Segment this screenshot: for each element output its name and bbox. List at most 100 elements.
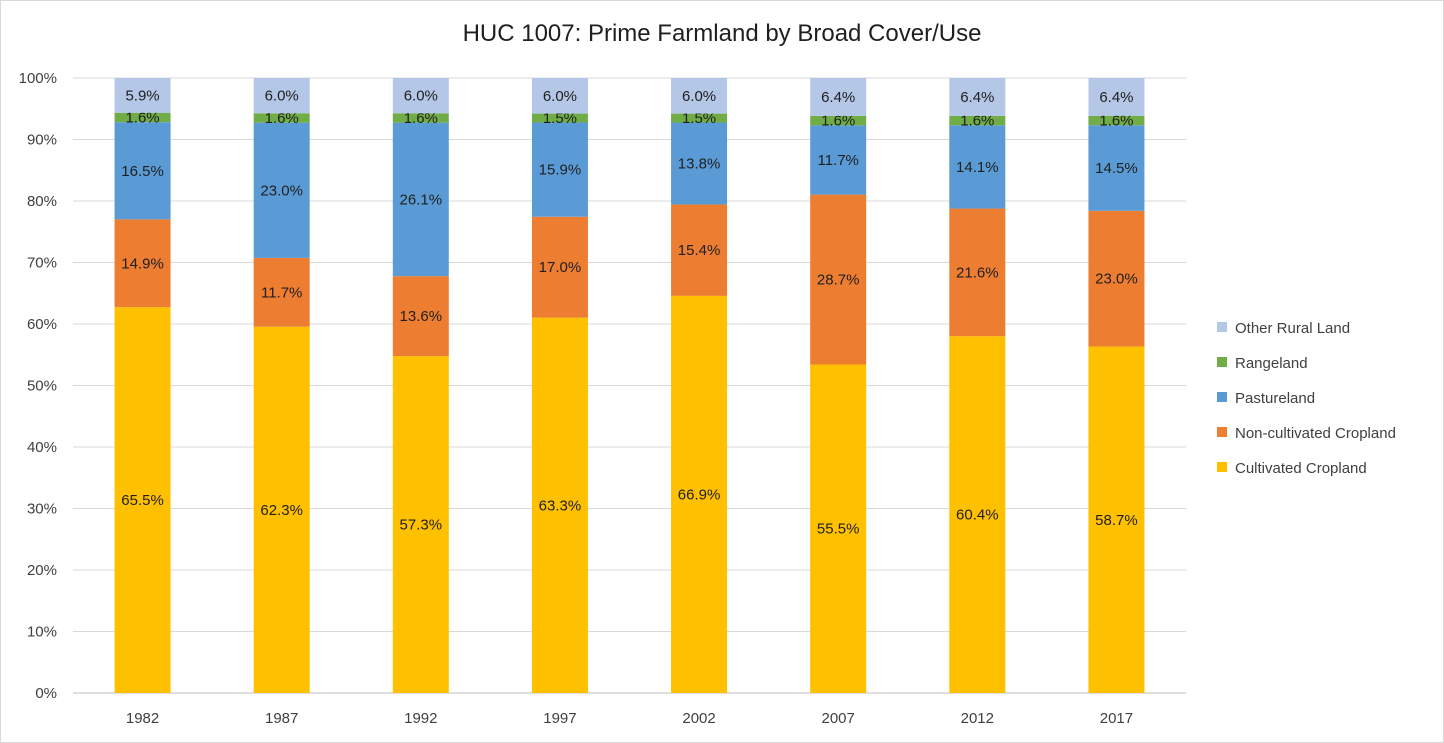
data-label: 5.9% (125, 87, 159, 104)
data-label: 6.0% (265, 88, 299, 105)
bar-segment (114, 112, 171, 123)
bar-segment (949, 78, 1006, 116)
data-label: 1.6% (125, 109, 159, 126)
bar-segment (392, 356, 449, 693)
bar-segment (1088, 346, 1145, 693)
bar-segment (531, 113, 588, 123)
legend-swatch (1217, 392, 1227, 402)
y-tick-label: 40% (27, 439, 57, 456)
data-label: 1.5% (543, 110, 577, 127)
bar-segment (671, 295, 728, 693)
bar-segment (253, 257, 310, 327)
x-tick-label: 1992 (404, 710, 437, 727)
bar-segment (949, 208, 1006, 337)
bar-segment (810, 364, 867, 693)
data-label: 1.6% (265, 110, 299, 127)
bar-segment (253, 326, 310, 693)
data-label: 14.9% (121, 255, 164, 272)
data-label: 23.0% (260, 182, 303, 199)
data-label: 11.7% (817, 152, 858, 169)
x-tick-label: 2002 (682, 710, 715, 727)
data-label: 13.8% (678, 155, 721, 172)
data-label: 66.9% (678, 486, 721, 503)
bar-segment (1088, 210, 1145, 347)
bar-segment (114, 122, 171, 220)
data-label: 1.6% (960, 113, 994, 130)
bar-segment (671, 78, 728, 114)
legend-swatch (1217, 462, 1227, 472)
data-label: 60.4% (956, 507, 999, 524)
bar-segment (253, 113, 310, 123)
data-label: 14.1% (956, 159, 999, 176)
y-tick-label: 100% (19, 70, 57, 87)
bar-segment (392, 78, 449, 114)
data-label: 6.0% (404, 88, 438, 105)
legend-label: Cultivated Cropland (1235, 460, 1367, 477)
bar-segment (392, 276, 449, 357)
data-label: 13.6% (400, 308, 443, 325)
data-label: 55.5% (817, 521, 860, 538)
y-tick-label: 60% (27, 316, 57, 333)
bar-segment (949, 115, 1006, 126)
bar-segment (531, 216, 588, 318)
x-tick-label: 2012 (961, 710, 994, 727)
y-tick-label: 20% (27, 562, 57, 579)
x-tick-label: 2017 (1100, 710, 1133, 727)
data-label: 65.5% (121, 492, 164, 509)
legend-label: Pastureland (1235, 390, 1315, 407)
data-label: 14.5% (1095, 160, 1138, 177)
bar-segment (671, 204, 728, 296)
bar-segment (810, 78, 867, 116)
data-label: 11.7% (261, 284, 302, 301)
data-label: 6.4% (821, 89, 855, 106)
bar-segment (392, 122, 449, 277)
legend-swatch (1217, 322, 1227, 332)
data-label: 28.7% (817, 272, 860, 289)
data-label: 16.5% (121, 163, 164, 180)
y-tick-label: 80% (27, 193, 57, 210)
bar-segment (949, 125, 1006, 209)
bar-segment (114, 307, 171, 693)
data-label: 26.1% (400, 191, 443, 208)
bar-segment (392, 113, 449, 123)
legend-label: Non-cultivated Cropland (1235, 425, 1396, 442)
data-label: 1.6% (821, 113, 855, 130)
data-label: 6.0% (543, 88, 577, 105)
data-label: 6.4% (1099, 89, 1133, 106)
bar-segment (671, 122, 728, 205)
y-tick-label: 90% (27, 132, 57, 149)
data-label: 1.5% (682, 110, 716, 127)
data-label: 57.3% (400, 517, 443, 534)
bar-segment (1088, 78, 1145, 116)
bar-segment (671, 113, 728, 123)
bar-segment (114, 219, 171, 308)
legend-label: Rangeland (1235, 355, 1308, 372)
x-tick-label: 1987 (265, 710, 298, 727)
x-tick-label: 2007 (822, 710, 855, 727)
data-label: 6.4% (960, 89, 994, 106)
x-tick-label: 1997 (543, 710, 576, 727)
data-label: 21.6% (956, 264, 999, 281)
data-label: 62.3% (260, 502, 303, 519)
data-label: 63.3% (539, 497, 582, 514)
chart-title: HUC 1007: Prime Farmland by Broad Cover/… (462, 20, 982, 47)
bar-segment (810, 194, 867, 365)
y-tick-label: 0% (35, 685, 57, 702)
data-label: 1.6% (404, 110, 438, 127)
bar-segment (114, 78, 171, 113)
data-label: 6.0% (682, 88, 716, 105)
bar-segment (531, 122, 588, 217)
bar-segment (253, 78, 310, 114)
legend-swatch (1217, 357, 1227, 367)
bar-segment (949, 336, 1006, 693)
bar-segment (253, 122, 310, 258)
y-tick-label: 10% (27, 624, 57, 641)
bar-segment (810, 115, 867, 126)
data-label: 15.9% (539, 162, 582, 179)
data-label: 15.4% (678, 242, 721, 259)
legend-swatch (1217, 427, 1227, 437)
data-label: 17.0% (539, 259, 582, 276)
bar-segment (1088, 125, 1145, 211)
y-tick-label: 50% (27, 378, 57, 395)
